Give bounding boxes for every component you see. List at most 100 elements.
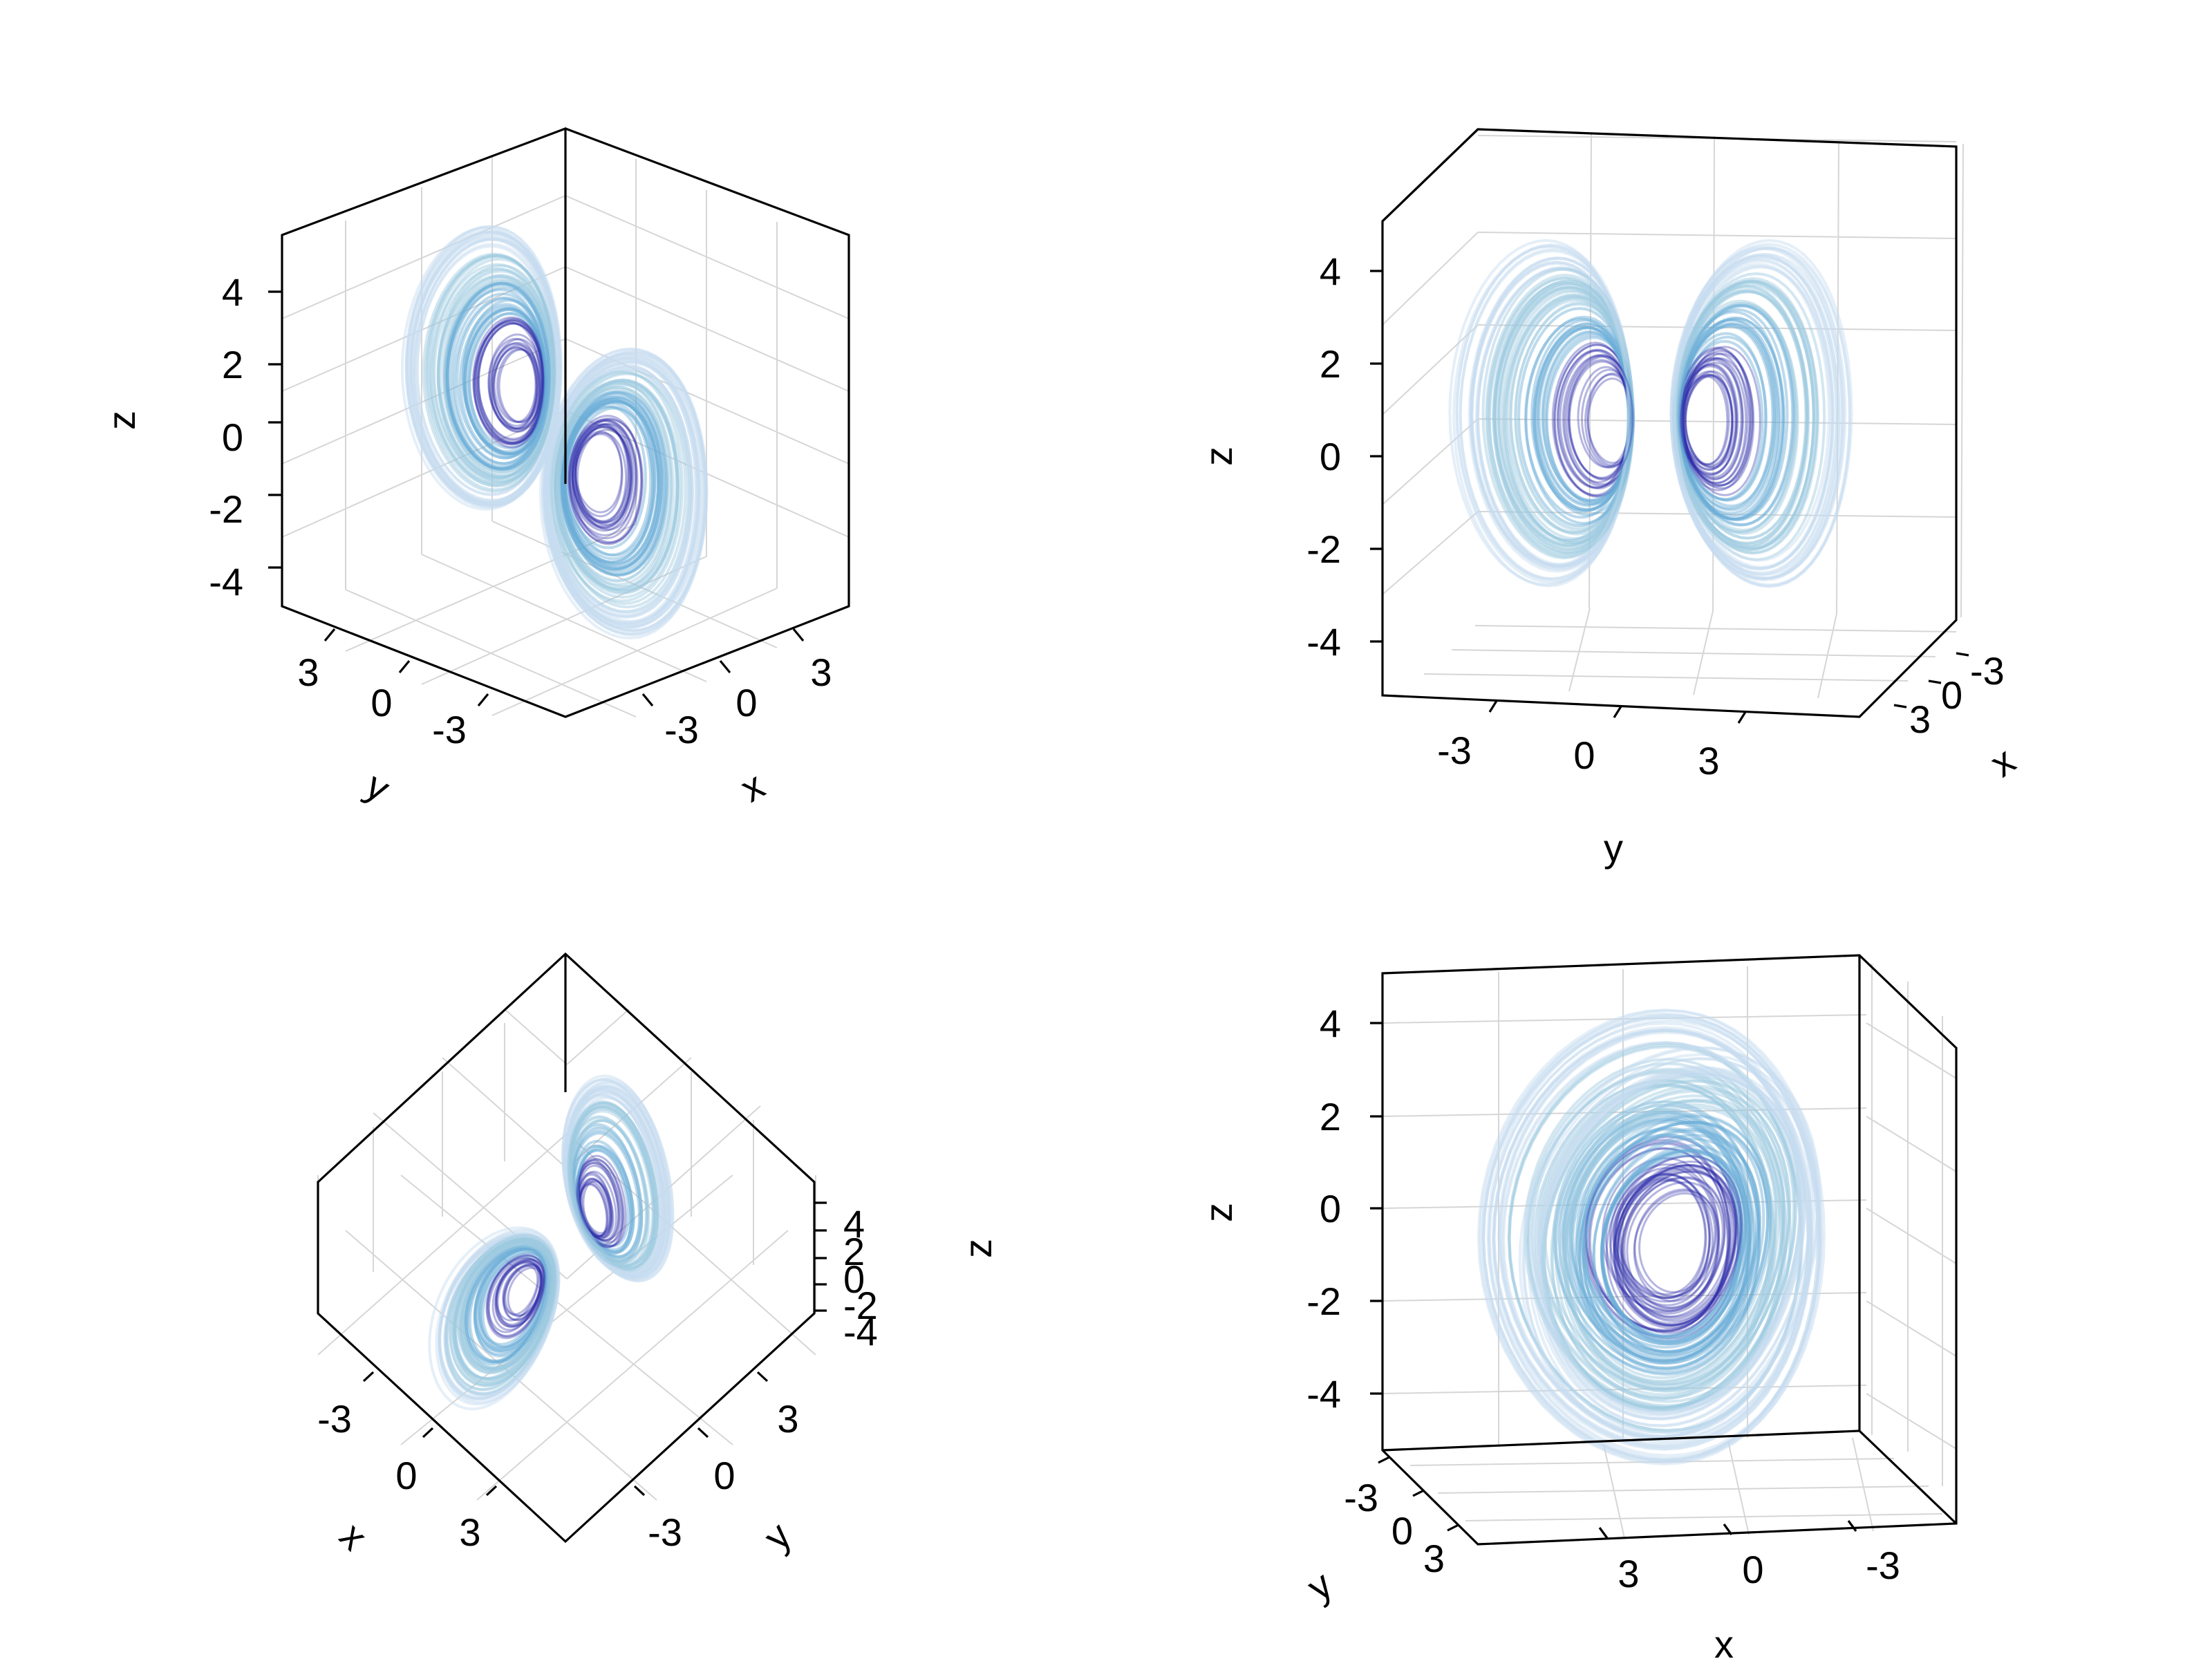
trajectory-0-36: [569, 1125, 643, 1262]
trajectory-1-43: [1669, 253, 1841, 581]
trajectory-0-12: [577, 1172, 613, 1238]
trajectory-1-1: [1675, 265, 1834, 569]
trajectory-1-26: [1679, 359, 1743, 478]
trajectory-1-31: [561, 395, 660, 566]
trajectory-0-32: [1562, 355, 1630, 484]
trajectory-1-42: [1678, 303, 1799, 535]
trajectory-1-7: [479, 1251, 550, 1349]
trajectory-1-21: [547, 360, 702, 629]
trajectory-0-17: [567, 1115, 648, 1264]
trajectory-1-6: [1681, 362, 1744, 480]
trajectory-0-5: [429, 255, 556, 485]
trajectory-0-0: [498, 348, 541, 424]
trajectory-0-29: [572, 1119, 649, 1260]
trajectory-1-35: [1674, 280, 1819, 554]
trajectory-1-9: [1584, 1127, 1760, 1356]
trajectory-1-48: [1638, 1192, 1716, 1293]
trajectory-1-47: [1681, 373, 1730, 466]
trajectory-1-62: [456, 1240, 550, 1371]
trajectory-1-10: [1676, 290, 1808, 540]
trajectory-1-13: [1613, 1165, 1737, 1327]
p3-z-tick-0: 4: [843, 1202, 865, 1246]
p4-x-label: x: [1714, 1622, 1734, 1659]
trajectory-0-37: [475, 317, 546, 444]
p4-z-tick-3: -2: [1306, 1280, 1341, 1323]
trajectory-1-17: [1613, 1163, 1738, 1327]
trajectory-0-17: [463, 307, 547, 458]
trajectory-0-39: [445, 288, 547, 471]
p2-x-label: x: [1982, 738, 2023, 785]
trajectory-0-41: [407, 235, 559, 507]
trajectory-1-63: [1679, 304, 1795, 527]
trajectory-0-21: [476, 319, 546, 445]
trajectory-0-33: [1532, 325, 1631, 512]
trajectory-0-49: [565, 1083, 671, 1282]
trajectory-1-60: [559, 391, 663, 572]
trajectory-0-56: [436, 270, 556, 483]
trajectory-0-50: [566, 1085, 671, 1280]
trajectory-1-30: [1675, 302, 1797, 534]
trajectory-1-24: [567, 406, 655, 557]
trajectory-1-29: [1620, 1170, 1737, 1322]
trajectory-0-42: [1479, 1012, 1821, 1464]
trajectory-0-18: [572, 1132, 641, 1259]
trajectory-0-52: [411, 233, 560, 503]
trajectory-1-62: [562, 395, 665, 574]
trajectory-0-38: [565, 1089, 664, 1273]
trajectory-0-0: [565, 1088, 666, 1273]
trajectory-0-43: [472, 321, 542, 444]
trajectory-0-55: [1481, 1009, 1826, 1463]
trajectory-1-61: [574, 433, 624, 518]
trajectory-1-56: [461, 1240, 555, 1371]
p2-y-tick-0: -3: [1437, 729, 1472, 772]
trajectory-1-63: [560, 390, 668, 577]
trajectory-0-40: [1502, 293, 1634, 545]
trajectory-0-69: [1568, 355, 1634, 481]
trajectory-0-57: [477, 321, 544, 440]
p1-z-tick-0: 4: [222, 270, 243, 314]
trajectory-1-61: [1679, 352, 1749, 484]
trajectory-1-49: [1677, 316, 1785, 521]
trajectory-0-37: [1501, 1040, 1803, 1438]
trajectory-0-47: [1455, 244, 1631, 581]
p3-y-tick-0: 3: [777, 1397, 798, 1441]
trajectory-0-24: [1491, 279, 1634, 552]
trajectory-0-17: [1470, 262, 1630, 567]
trajectory-1-12: [1616, 1167, 1732, 1318]
trajectory-1-23: [1562, 1098, 1786, 1390]
trajectory-0-9: [1508, 1044, 1803, 1432]
trajectory-1-22: [465, 1246, 554, 1371]
p2-x-tick-1: 0: [1941, 673, 1962, 717]
trajectory-0-24: [569, 1109, 655, 1267]
trajectory-1-9: [1683, 357, 1751, 487]
trajectory-0-29: [1507, 1041, 1804, 1432]
trajectory-1-3: [478, 1251, 551, 1352]
p3-y-label: y: [755, 1514, 799, 1558]
trajectory-0-54: [1452, 245, 1631, 588]
trajectory-0-20: [1612, 1172, 1712, 1303]
trajectory-1-42: [435, 1231, 559, 1406]
trajectory-0-64: [1524, 315, 1635, 525]
trajectory-1-14: [560, 397, 657, 563]
p1-x-label: x: [733, 763, 771, 811]
p4-y-tick-1: 0: [1391, 1509, 1413, 1553]
trajectory-0-19: [1476, 268, 1633, 568]
trajectory-0-65: [474, 319, 545, 445]
panel4-ticks: [1370, 1022, 1857, 1539]
trajectory-1-48: [1675, 265, 1830, 562]
trajectory-0-57: [569, 1105, 657, 1266]
trajectory-0-14: [578, 1183, 608, 1238]
trajectory-1-56: [1680, 375, 1729, 466]
trajectory-1-54: [1626, 1181, 1724, 1309]
trajectory-0-25: [1551, 341, 1633, 496]
trajectory-1-44: [474, 1247, 553, 1358]
trajectory-1-7: [1680, 363, 1739, 475]
trajectory-0-1: [1566, 1116, 1752, 1359]
trajectory-0-12: [1476, 266, 1634, 568]
trajectory-0-28: [576, 1149, 630, 1248]
trajectory-1-34: [1539, 1071, 1801, 1412]
trajectory-1-47: [556, 379, 679, 592]
trajectory-0-22: [561, 1074, 672, 1279]
trajectory-1-37: [495, 1260, 543, 1326]
trajectory-1-18: [1543, 1072, 1802, 1411]
